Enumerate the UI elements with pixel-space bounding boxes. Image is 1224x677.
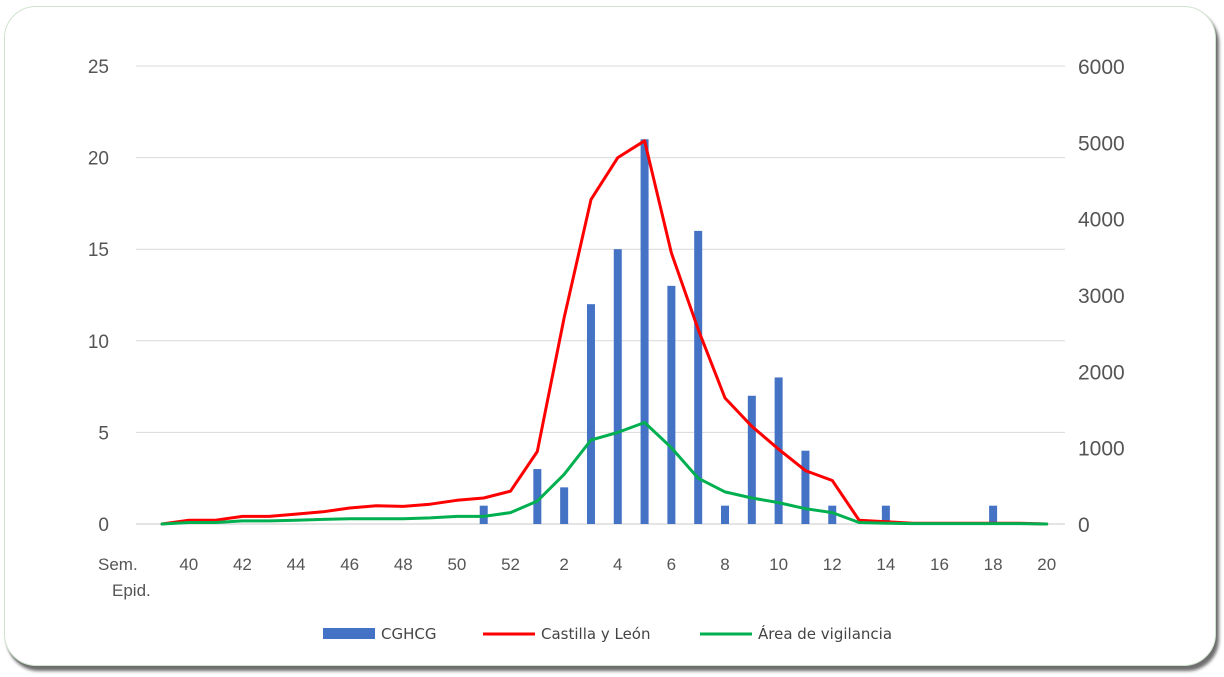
line-series-path bbox=[160, 421, 1049, 526]
x-tick-label: 48 bbox=[394, 555, 413, 574]
bar-cghcg bbox=[479, 505, 488, 524]
x-tick-label: 20 bbox=[1037, 555, 1056, 574]
bar-cghcg bbox=[828, 505, 837, 524]
x-tick-label: 40 bbox=[179, 555, 198, 574]
x-tick-label: 42 bbox=[233, 555, 252, 574]
y-left-tick-label: 25 bbox=[88, 57, 109, 78]
y-right-tick-label: 0 bbox=[1078, 514, 1090, 537]
bar-cghcg bbox=[747, 395, 756, 524]
y-left-tick-label: 0 bbox=[98, 515, 109, 536]
chart-canvas: 0 5 10 15 20 25 0 1000 2000 3000 4000 5000 6000 Sem… bbox=[88, 56, 1125, 643]
x-tick-label: 16 bbox=[930, 555, 949, 574]
y-right-tick-label: 6000 bbox=[1078, 56, 1125, 79]
y-left-tick-label: 5 bbox=[98, 423, 109, 444]
legend-entry-label: CGHCG bbox=[381, 625, 436, 643]
x-tick-label: 4 bbox=[613, 555, 622, 574]
legend: CGHCG Castilla y León Área de vigilancia bbox=[323, 624, 892, 643]
bar-cghcg bbox=[533, 469, 542, 524]
x-tick-label: 44 bbox=[287, 555, 306, 574]
bar-cghcg bbox=[560, 487, 569, 524]
legend-swatch-bar bbox=[323, 628, 375, 639]
bar-cghcg bbox=[881, 505, 890, 524]
gridlines bbox=[136, 65, 1065, 525]
y-left-tick-label: 10 bbox=[88, 332, 109, 353]
bar-cghcg bbox=[640, 139, 649, 524]
legend-entry-label: Castilla y León bbox=[541, 625, 650, 643]
y-right-tick-label: 2000 bbox=[1078, 361, 1125, 384]
x-tick-label: 14 bbox=[876, 555, 895, 574]
bar-cghcg bbox=[694, 230, 703, 524]
line-series-path bbox=[160, 139, 1049, 526]
bar-cghcg bbox=[721, 505, 730, 524]
x-tick-label: 8 bbox=[720, 555, 729, 574]
bar-series bbox=[479, 139, 998, 524]
x-tick-label: 52 bbox=[501, 555, 520, 574]
x-tick-label: 2 bbox=[559, 555, 568, 574]
x-axis-label-line2: Epid. bbox=[112, 581, 151, 600]
y-right-tick-label: 1000 bbox=[1078, 438, 1125, 461]
bar-cghcg bbox=[989, 505, 998, 524]
bar-cghcg bbox=[801, 450, 810, 524]
left-axis: 0 5 10 15 20 25 bbox=[88, 57, 109, 536]
x-tick-label: 50 bbox=[447, 555, 466, 574]
line-series bbox=[160, 139, 1049, 526]
y-left-tick-label: 15 bbox=[88, 240, 109, 261]
bar-cghcg bbox=[613, 249, 622, 524]
bar-cghcg bbox=[586, 304, 595, 524]
x-tick-label: 6 bbox=[667, 555, 676, 574]
legend-entry-label: Área de vigilancia bbox=[758, 624, 892, 643]
y-right-tick-label: 4000 bbox=[1078, 209, 1125, 232]
y-right-tick-label: 5000 bbox=[1078, 132, 1125, 155]
y-right-tick-label: 3000 bbox=[1078, 285, 1125, 308]
x-axis: Sem. Epid. 40 42 44 46 48 50 52 2 4 6 8 10 12 14 16 18 2… bbox=[98, 555, 1056, 600]
x-tick-label: 12 bbox=[823, 555, 842, 574]
x-tick-label: 10 bbox=[769, 555, 788, 574]
x-tick-label: 46 bbox=[340, 555, 359, 574]
chart-frame: 0 5 10 15 20 25 0 1000 2000 3000 4000 5000 6000 Sem… bbox=[4, 6, 1216, 666]
x-axis-label-line1: Sem. bbox=[98, 555, 138, 574]
y-left-tick-label: 20 bbox=[88, 149, 109, 170]
bar-cghcg bbox=[667, 285, 676, 524]
x-tick-label: 18 bbox=[984, 555, 1003, 574]
right-axis: 0 1000 2000 3000 4000 5000 6000 bbox=[1078, 56, 1125, 537]
